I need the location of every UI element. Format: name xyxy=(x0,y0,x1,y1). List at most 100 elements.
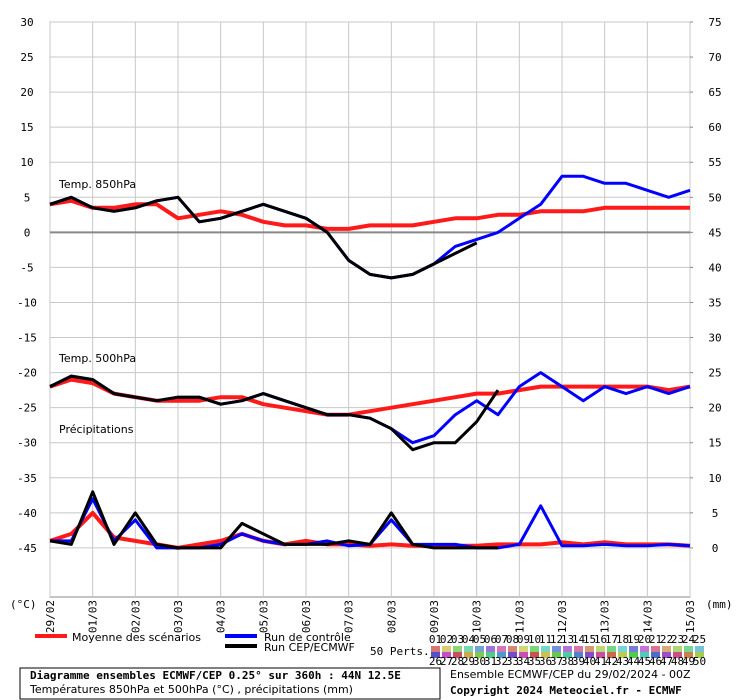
perturbation-swatch xyxy=(541,652,550,658)
legend-label: Run de contrôle xyxy=(264,631,351,644)
y-tick-label: 0 xyxy=(24,226,31,239)
x-tick-label: 08/03 xyxy=(385,600,398,633)
perturbation-swatch xyxy=(684,646,693,652)
perturbation-label: 28 xyxy=(451,655,464,668)
y2-tick-label: 25 xyxy=(708,367,721,380)
perturbation-label: 48 xyxy=(671,655,684,668)
y2-tick-label: 65 xyxy=(708,86,721,99)
footer-subtitle: Températures 850hPa et 500hPa (°C) , pré… xyxy=(29,683,353,696)
x-tick-label: 04/03 xyxy=(215,600,228,633)
perturbation-swatch xyxy=(497,646,506,652)
perturbation-label: 02 xyxy=(440,633,453,646)
perturbation-label: 08 xyxy=(506,633,519,646)
y2-tick-label: 10 xyxy=(708,472,721,485)
perturbation-label: 27 xyxy=(440,655,453,668)
perturbation-swatch xyxy=(563,646,572,652)
x-tick-label: 13/03 xyxy=(599,600,612,633)
perturbation-label: 41 xyxy=(594,655,607,668)
perturbation-swatch xyxy=(574,646,583,652)
x-tick-label: 12/03 xyxy=(556,600,569,633)
perturbation-label: 24 xyxy=(682,633,696,646)
perturbation-swatch xyxy=(442,646,451,652)
perturbation-label: 13 xyxy=(561,633,574,646)
y-tick-label: -15 xyxy=(17,332,37,345)
perturbation-swatch xyxy=(662,652,671,658)
perturbation-label: 11 xyxy=(539,633,552,646)
perturbation-swatch xyxy=(662,646,671,652)
perturbation-label: 38 xyxy=(561,655,574,668)
perturbation-swatch xyxy=(431,652,440,658)
perturbation-label: 05 xyxy=(473,633,486,646)
perturbation-label: 29 xyxy=(462,655,475,668)
perturbation-swatch xyxy=(640,652,649,658)
perturbation-swatch xyxy=(497,652,506,658)
legend-label: Run CEP/ECMWF xyxy=(264,641,355,654)
perturbation-label: 32 xyxy=(495,655,508,668)
perturbation-swatch xyxy=(629,646,638,652)
y2-tick-label: 15 xyxy=(708,437,721,450)
y-tick-label: 5 xyxy=(24,191,31,204)
perturbation-label: 25 xyxy=(693,633,706,646)
perturbation-swatch xyxy=(508,646,517,652)
perturbation-label: 35 xyxy=(528,655,541,668)
perturbation-swatch xyxy=(629,652,638,658)
perturbation-label: 23 xyxy=(671,633,684,646)
y2-tick-label: 5 xyxy=(712,507,719,520)
x-tick-label: 05/03 xyxy=(257,600,270,633)
perturbation-swatch xyxy=(596,652,605,658)
perturbation-swatch xyxy=(541,646,550,652)
perturbation-swatch xyxy=(563,652,572,658)
plot-frame xyxy=(49,21,691,598)
x-tick-label: 15/03 xyxy=(684,600,697,633)
perturbation-label: 45 xyxy=(638,655,651,668)
perturbation-label: 47 xyxy=(660,655,673,668)
y2-tick-label: 20 xyxy=(708,402,721,415)
series-line xyxy=(49,198,690,231)
footer-title: Diagramme ensembles ECMWF/CEP 0.25° sur … xyxy=(30,669,401,682)
perturbation-label: 15 xyxy=(583,633,596,646)
x-tick-label: 09/03 xyxy=(428,600,441,633)
series-line xyxy=(49,490,498,550)
perturbation-swatch xyxy=(695,652,704,658)
run-info: Ensemble ECMWF/CEP du 29/02/2024 - 00Z xyxy=(450,668,691,681)
perturbation-label: 12 xyxy=(550,633,563,646)
perturbation-label: 21 xyxy=(649,633,662,646)
perturbation-swatch xyxy=(519,652,528,658)
y-axis-label: (°C) xyxy=(10,598,37,611)
perturbations-title: 50 Perts. xyxy=(370,645,430,658)
x-tick-label: 29/02 xyxy=(44,600,57,633)
y-tick-label: -20 xyxy=(17,367,37,380)
x-tick-label: 10/03 xyxy=(471,600,484,633)
perturbation-label: 14 xyxy=(572,633,586,646)
panel-title: Temp. 500hPa xyxy=(58,352,136,365)
perturbation-label: 26 xyxy=(429,655,442,668)
perturbation-swatch xyxy=(486,646,495,652)
panel-title: Précipitations xyxy=(59,423,134,436)
perturbation-swatch xyxy=(607,646,616,652)
y-tick-label: 20 xyxy=(20,86,33,99)
perturbation-swatch xyxy=(530,646,539,652)
perturbation-swatch xyxy=(475,652,484,658)
perturbation-label: 17 xyxy=(605,633,618,646)
y2-tick-label: 70 xyxy=(708,51,721,64)
perturbation-swatch xyxy=(552,646,561,652)
y2-tick-label: 60 xyxy=(708,121,721,134)
footer-box xyxy=(19,667,441,700)
perturbation-swatch xyxy=(640,646,649,652)
perturbation-swatch xyxy=(574,652,583,658)
perturbation-label: 16 xyxy=(594,633,607,646)
perturbation-swatch xyxy=(651,652,660,658)
copyright: Copyright 2024 Meteociel.fr - ECMWF xyxy=(450,684,682,697)
panel-title: Temp. 850hPa xyxy=(58,178,136,191)
x-tick-label: 07/03 xyxy=(343,600,356,633)
perturbation-swatch xyxy=(673,646,682,652)
perturbation-swatch xyxy=(607,652,616,658)
perturbation-swatch xyxy=(431,646,440,652)
perturbation-label: 34 xyxy=(517,655,531,668)
perturbation-swatch xyxy=(464,652,473,658)
y-tick-label: -30 xyxy=(17,437,37,450)
perturbation-label: 04 xyxy=(462,633,476,646)
y2-tick-label: 55 xyxy=(708,156,721,169)
perturbation-swatch xyxy=(552,652,561,658)
